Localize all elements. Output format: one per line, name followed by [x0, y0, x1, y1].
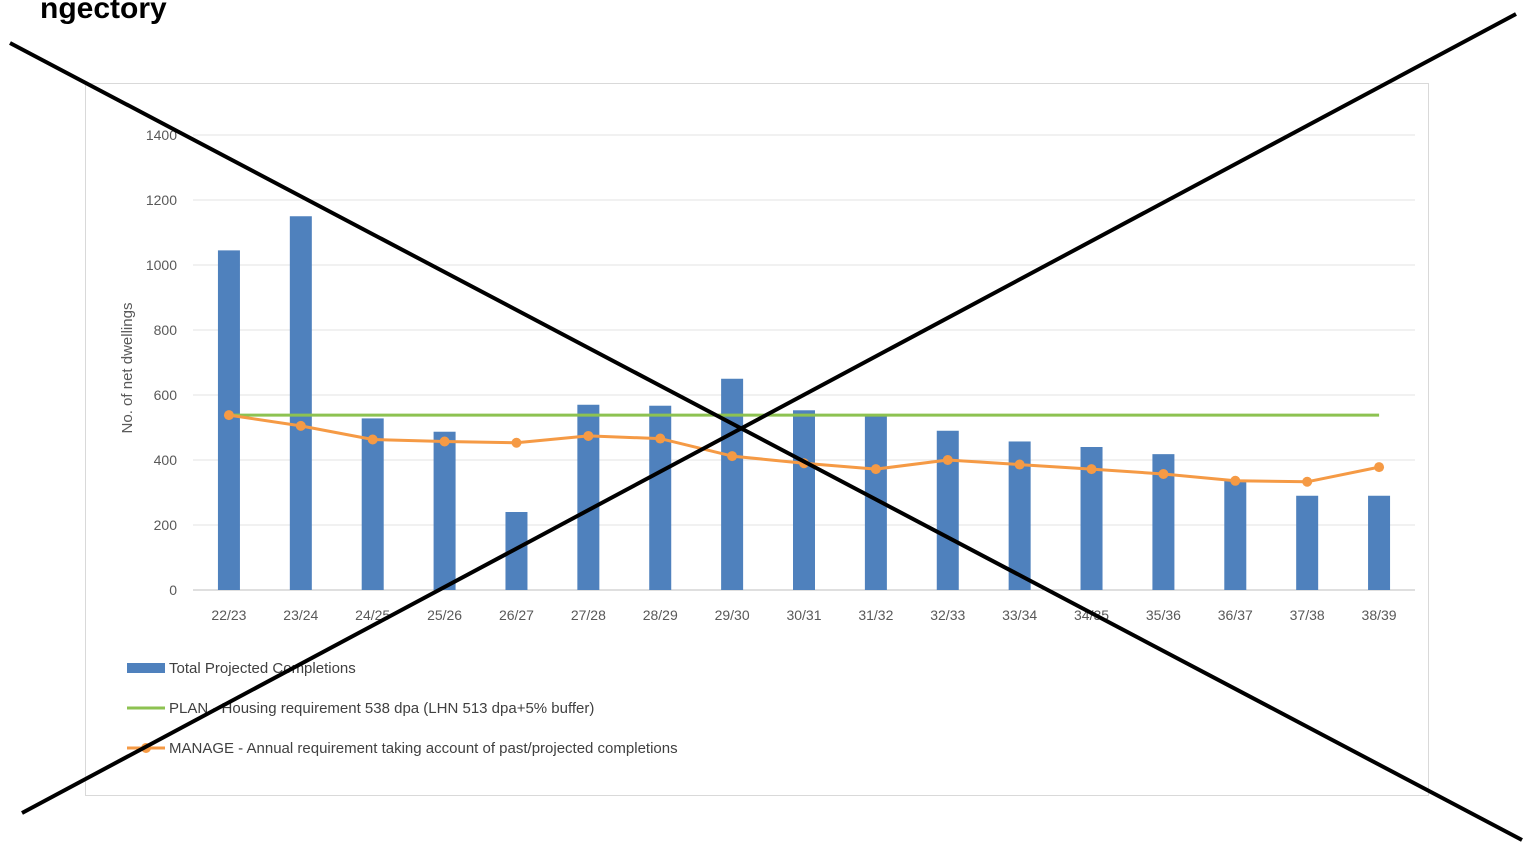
series-point — [295, 420, 306, 431]
x-tick-label: 24/25 — [355, 607, 390, 623]
x-tick-label: 23/24 — [283, 607, 318, 623]
series-point — [1374, 462, 1385, 473]
series-point — [1014, 459, 1025, 470]
bar — [1296, 495, 1319, 590]
x-tick-label: 28/29 — [643, 607, 678, 623]
y-tick-label: 200 — [154, 517, 178, 533]
series-point — [942, 455, 953, 465]
x-tick-label: 26/27 — [499, 607, 534, 623]
y-tick-label: 400 — [154, 452, 178, 468]
bar — [649, 405, 672, 590]
series-point — [223, 410, 234, 421]
bar — [505, 512, 528, 590]
y-tick-label: 600 — [154, 387, 178, 403]
bar-layer — [217, 216, 1391, 590]
series-point — [511, 437, 522, 448]
bar — [936, 430, 959, 590]
x-tick-label: 33/34 — [1002, 607, 1037, 623]
y-tick-label: 1000 — [146, 257, 177, 273]
y-axis-title: No. of net dwellings — [119, 303, 136, 434]
x-tick-label: 38/39 — [1362, 607, 1397, 623]
series-point — [655, 433, 666, 444]
x-tick-label: 32/33 — [930, 607, 965, 623]
legend-marker — [141, 743, 151, 753]
x-tick-label: 30/31 — [786, 607, 821, 623]
series-point — [1086, 464, 1097, 475]
x-tick-label: 36/37 — [1218, 607, 1253, 623]
bar — [1368, 495, 1391, 590]
series-point — [583, 430, 594, 441]
x-tick-label: 31/32 — [858, 607, 893, 623]
bar — [217, 250, 240, 590]
legend: Total Projected Completions PLAN - Housin… — [127, 660, 678, 757]
x-tick-label: 34/35 — [1074, 607, 1109, 623]
legend-swatch — [127, 663, 165, 673]
bar — [433, 431, 456, 590]
legend-label: MANAGE - Annual requirement taking accou… — [169, 740, 678, 757]
series-point — [439, 436, 450, 447]
series-point — [799, 458, 809, 469]
series-point — [727, 451, 738, 462]
series-point — [1158, 468, 1169, 479]
bar — [721, 378, 744, 590]
series-point — [1302, 476, 1313, 487]
bar — [289, 216, 312, 590]
bar — [793, 410, 815, 590]
y-tick-label: 1400 — [146, 127, 177, 143]
x-tick-label: 27/28 — [571, 607, 606, 623]
tick-layer: 0 200 400 600 800 1000 1200 1400 22/23 23/24 24/25… — [146, 127, 1397, 623]
x-tick-label: 29/30 — [715, 607, 750, 623]
legend-label: PLAN - Housing requirement 538 dpa (LHN … — [169, 700, 594, 717]
series-point — [367, 434, 378, 445]
x-tick-label: 37/38 — [1290, 607, 1325, 623]
y-tick-label: 1200 — [146, 192, 177, 208]
legend-label: Total Projected Completions — [169, 660, 356, 677]
y-tick-label: 0 — [169, 582, 177, 598]
y-tick-label: 800 — [154, 322, 178, 338]
x-tick-label: 35/36 — [1146, 607, 1181, 623]
bar — [864, 416, 887, 590]
x-tick-label: 22/23 — [211, 607, 246, 623]
series-point — [1230, 475, 1241, 486]
x-tick-label: 25/26 — [427, 607, 462, 623]
bar — [1224, 480, 1247, 590]
series-point — [870, 464, 881, 475]
